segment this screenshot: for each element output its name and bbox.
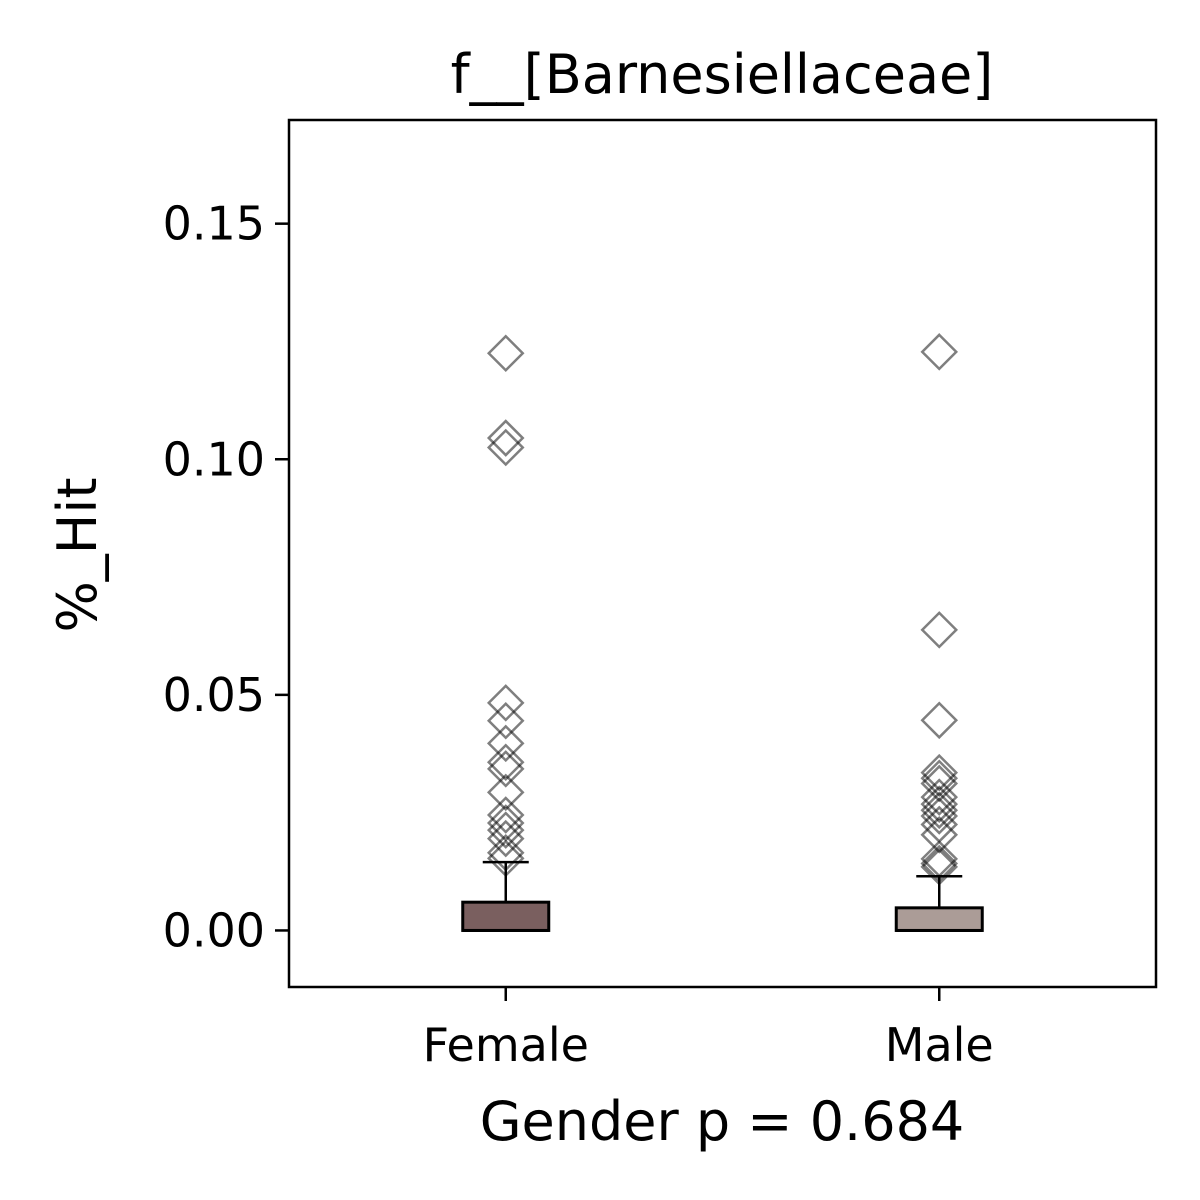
box-group-female — [461, 334, 551, 932]
outlier-point — [920, 840, 959, 878]
outlier-point — [486, 334, 525, 373]
x-axis: Female Male — [423, 987, 994, 1072]
x-tick-label: Male — [885, 1018, 994, 1072]
outlier-point — [486, 796, 525, 834]
outlier-point — [920, 759, 959, 798]
chart-title: f__[Barnesiellaceae] — [451, 43, 994, 106]
y-tick-label: 0.10 — [163, 432, 265, 486]
outlier-point — [486, 743, 525, 782]
y-axis-label: %_Hit — [46, 477, 109, 632]
outlier-point — [486, 684, 525, 722]
outlier-point — [486, 419, 525, 457]
x-axis-label: Gender p = 0.684 — [480, 1090, 965, 1153]
outlier-point — [920, 333, 959, 371]
outlier-point — [486, 773, 525, 812]
plot-area-frame — [287, 118, 1158, 989]
outlier-point — [920, 611, 959, 649]
outlier-point — [920, 778, 959, 816]
outlier-point — [486, 750, 525, 788]
outlier-point — [920, 701, 959, 740]
y-axis: 0.00 0.05 0.10 0.15 — [163, 197, 289, 957]
outlier-point — [486, 839, 525, 878]
outlier-point — [920, 844, 959, 883]
outlier-point — [486, 811, 525, 849]
outlier-point — [920, 785, 959, 823]
y-tick-label: 0.05 — [163, 668, 265, 722]
outlier-point — [486, 428, 525, 467]
box — [461, 900, 551, 932]
y-tick-label: 0.00 — [163, 903, 265, 957]
outlier-point — [486, 833, 525, 872]
outlier-point — [920, 753, 959, 792]
outlier-point — [920, 816, 959, 854]
outlier-point — [486, 819, 525, 858]
outlier-point — [920, 848, 959, 886]
box-group-male — [894, 333, 984, 932]
outlier-point — [486, 702, 525, 740]
box — [894, 906, 984, 932]
x-tick-label: Female — [423, 1018, 589, 1072]
outlier-point — [486, 724, 525, 763]
plot-content — [461, 333, 984, 932]
y-tick-label: 0.15 — [163, 197, 265, 251]
outlier-point — [920, 791, 959, 830]
outlier-point — [920, 797, 959, 835]
